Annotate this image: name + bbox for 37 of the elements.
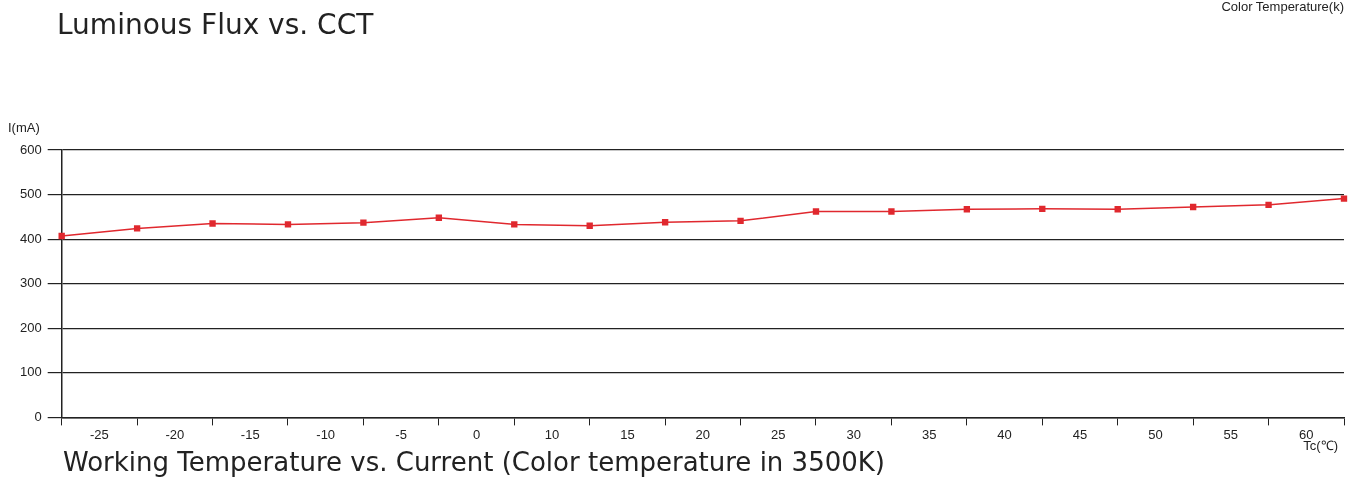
point [1265, 201, 1272, 208]
x-tick-label: 55 [1223, 426, 1239, 442]
point [209, 220, 216, 227]
x-tick-label: -10 [316, 426, 336, 442]
x-tick-label: 15 [620, 426, 635, 442]
x-tick-label: 10 [544, 426, 560, 442]
x-tick-label: -5 [395, 426, 407, 442]
x-tick-label: 20 [695, 426, 711, 442]
x-tick-label: -20 [165, 426, 185, 442]
x-tick-label: 25 [771, 426, 786, 442]
text: Luminous Flux vs. CCT [57, 8, 374, 41]
point [133, 225, 141, 232]
point [812, 208, 820, 215]
y-tick-label: 0 [34, 408, 42, 424]
x-tick-label: 0 [472, 426, 481, 442]
x-tick-label: 50 [1148, 426, 1163, 442]
point [1340, 195, 1348, 202]
point [888, 208, 895, 215]
y-tick-label: 100 [19, 364, 42, 380]
point [360, 219, 367, 226]
x-tick-label: -25 [90, 426, 109, 442]
y-tick-label: 300 [19, 275, 42, 291]
x-tick-label: 40 [997, 426, 1012, 442]
point [511, 221, 518, 228]
y-tick-label: 400 [19, 230, 42, 246]
point [737, 217, 744, 225]
point [284, 221, 292, 228]
x-tick-label: 30 [846, 426, 861, 442]
y-tick-label: 600 [19, 141, 42, 157]
y-tick-label: 500 [19, 186, 42, 202]
x-tick-label: 45 [1072, 426, 1088, 442]
y-tick-label: 200 [19, 319, 42, 335]
y-axis-title: I(mA) [8, 120, 40, 135]
x-tick-label: 35 [921, 426, 937, 442]
text: Color Temperature(k) [1221, 0, 1344, 14]
text: Working Temperature vs. Current (Color temperature in 3500K) [63, 447, 885, 477]
x-tick-label: -15 [240, 426, 260, 442]
